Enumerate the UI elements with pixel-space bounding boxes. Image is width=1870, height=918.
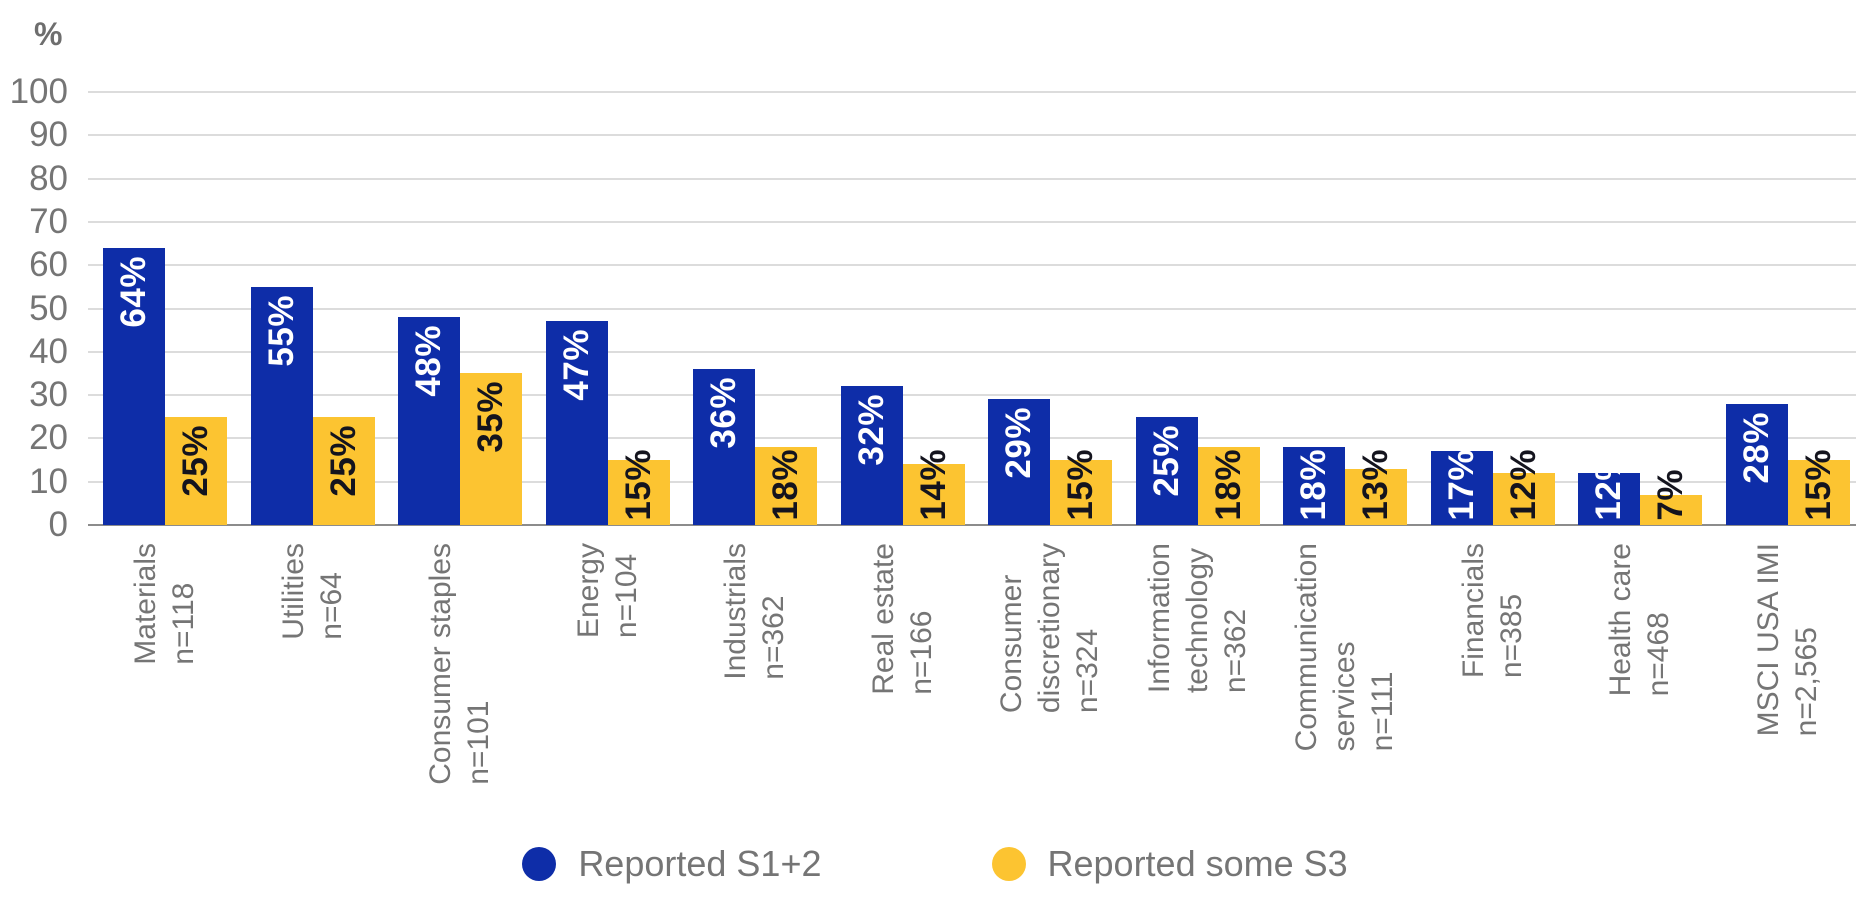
legend-item-reported-some-s3: Reported some S3 bbox=[991, 843, 1348, 885]
y-tick-label: 30 bbox=[29, 375, 68, 415]
bar-s1-2: 64% bbox=[103, 247, 165, 525]
bar-some-s3: 15% bbox=[607, 449, 670, 525]
bar-some-s3: 35% bbox=[460, 373, 522, 525]
gridline bbox=[88, 220, 1856, 223]
y-tick-label: 50 bbox=[29, 288, 68, 328]
gridline bbox=[88, 177, 1856, 180]
bar-value-label: 18% bbox=[766, 449, 805, 521]
y-tick-label: 80 bbox=[29, 158, 68, 198]
bar-value-label: 35% bbox=[471, 381, 510, 453]
y-tick-label: 70 bbox=[29, 201, 68, 241]
gridline bbox=[88, 437, 1856, 440]
gridline bbox=[88, 91, 1856, 93]
bar-s1-2: 28% bbox=[1725, 403, 1788, 525]
bar-some-s3: 15% bbox=[1050, 449, 1112, 525]
bar-some-s3: 14% bbox=[902, 449, 965, 525]
bar-value-label: 15% bbox=[618, 449, 658, 521]
bar-value-label: 15% bbox=[1061, 449, 1100, 521]
gridline bbox=[88, 307, 1856, 310]
y-tick-label: 100 bbox=[9, 72, 68, 111]
bar-value-label: 18% bbox=[1294, 449, 1333, 521]
bar-s1-2: 55% bbox=[250, 286, 313, 525]
gridline bbox=[88, 134, 1856, 137]
x-category-label-text: MSCI USA IMI n=2,565 bbox=[1751, 543, 1823, 737]
bar-value-label: 29% bbox=[999, 407, 1038, 479]
bar-value-label: 18% bbox=[1208, 449, 1248, 521]
y-tick-label: 60 bbox=[29, 245, 68, 285]
legend-swatch-reported-s1-2 bbox=[522, 847, 557, 881]
legend-swatch-reported-some-s3 bbox=[991, 847, 1026, 881]
bar-value-label: 7% bbox=[1651, 469, 1690, 521]
bar-s1-2: 29% bbox=[988, 399, 1050, 525]
bar-s1-2: 25% bbox=[1135, 416, 1198, 525]
bar-value-label: 14% bbox=[913, 449, 953, 521]
legend-label: Reported some S3 bbox=[1047, 843, 1348, 884]
bar-some-s3: 15% bbox=[1787, 449, 1850, 525]
gridline bbox=[88, 480, 1856, 483]
x-axis-line bbox=[88, 524, 1856, 526]
bar-value-label: 64% bbox=[114, 255, 153, 328]
bar-value-label: 12% bbox=[1589, 449, 1628, 521]
bar-some-s3: 12% bbox=[1492, 449, 1555, 525]
bar-s1-2: 18% bbox=[1283, 447, 1345, 525]
bar-s1-2: 36% bbox=[693, 369, 755, 525]
bar-value-label: 12% bbox=[1503, 449, 1543, 521]
y-tick-label: 40 bbox=[29, 331, 68, 371]
gridline bbox=[88, 350, 1856, 353]
bar-some-s3: 18% bbox=[1197, 447, 1260, 525]
bar-s1-2: 32% bbox=[840, 386, 903, 525]
bar-some-s3: 18% bbox=[755, 447, 817, 525]
x-category-label: MSCI USA IMI n=2,565 bbox=[1628, 543, 1870, 843]
bar-some-s3: 25% bbox=[312, 416, 375, 525]
y-tick-label: 90 bbox=[29, 115, 68, 155]
y-tick-label: 0 bbox=[48, 505, 68, 544]
bar-value-label: 47% bbox=[556, 329, 596, 402]
bar-value-label: 55% bbox=[261, 294, 301, 367]
bar-value-label: 25% bbox=[323, 424, 363, 497]
bar-value-label: 15% bbox=[1798, 449, 1838, 521]
legend-item-reported-s1-2: Reported S1+2 bbox=[522, 843, 822, 885]
y-tick-label: 20 bbox=[29, 418, 68, 458]
gridline bbox=[88, 264, 1856, 267]
legend-label: Reported S1+2 bbox=[578, 843, 822, 884]
gridline bbox=[88, 394, 1856, 397]
bar-s1-2: 47% bbox=[545, 321, 608, 525]
bar-s1-2: 12% bbox=[1578, 449, 1640, 525]
bar-s1-2: 17% bbox=[1430, 449, 1493, 525]
bar-some-s3: 7% bbox=[1640, 469, 1702, 525]
y-tick-label: 10 bbox=[29, 461, 68, 501]
y-axis-unit-label: % bbox=[34, 16, 63, 52]
bar-value-label: 36% bbox=[704, 377, 743, 449]
bar-value-label: 28% bbox=[1736, 411, 1776, 484]
bar-value-label: 48% bbox=[409, 325, 448, 397]
bar-value-label: 25% bbox=[1146, 424, 1186, 497]
bar-value-label: 17% bbox=[1441, 449, 1481, 521]
bar-some-s3: 13% bbox=[1345, 449, 1407, 525]
bar-value-label: 32% bbox=[851, 394, 891, 466]
bar-value-label: 13% bbox=[1356, 449, 1395, 521]
legend: Reported S1+2 Reported some S3 bbox=[0, 843, 1870, 885]
bar-some-s3: 25% bbox=[165, 416, 227, 525]
bar-value-label: 25% bbox=[176, 424, 215, 497]
bar-s1-2: 48% bbox=[398, 317, 460, 525]
